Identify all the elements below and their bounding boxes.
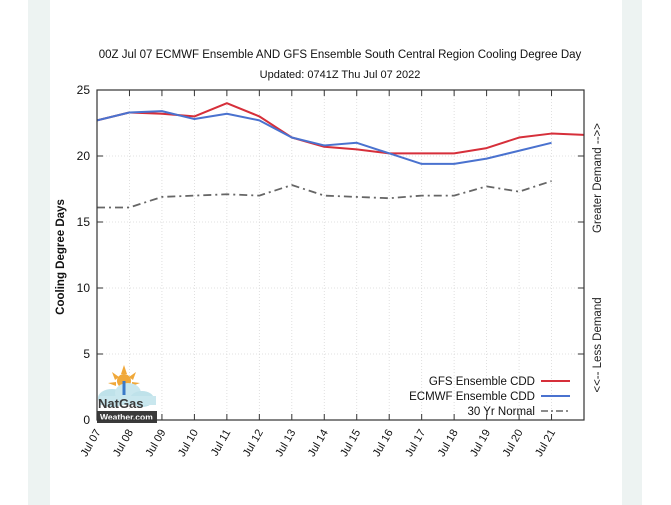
x-tick-label: Jul 18: [436, 428, 461, 459]
legend-label-ecmwf: ECMWF Ensemble CDD: [409, 391, 535, 403]
legend-label-gfs: GFS Ensemble CDD: [429, 376, 535, 388]
x-tick-label: Jul 14: [306, 428, 331, 459]
x-tick-label: Jul 12: [241, 428, 266, 459]
page-side-strip-left: [28, 0, 50, 505]
y-tick-label: 25: [77, 83, 91, 97]
x-tick-label: Jul 10: [176, 428, 201, 459]
x-tick-label: Jul 17: [403, 428, 428, 459]
y-axis-label: Cooling Degree Days: [55, 199, 67, 315]
legend-label-normal: 30 Yr Normal: [467, 406, 535, 418]
natgasweather-logo: NatGas Weather.com: [97, 365, 157, 423]
x-tick-label: Jul 11: [209, 428, 234, 459]
legend-item-normal: 30 Yr Normal: [467, 406, 570, 418]
ecmwf-series-line: [96, 110, 552, 165]
gfs-series-line: [96, 102, 585, 155]
x-tick-labels: Jul 07 Jul 08 Jul 09 Jul 10 Jul 11 Jul 12 Jul …: [79, 428, 559, 459]
x-tick-label: Jul 13: [273, 428, 298, 459]
legend-item-ecmwf: ECMWF Ensemble CDD: [409, 391, 570, 403]
x-tick-label: Jul 07: [79, 428, 104, 459]
legend-item-gfs: GFS Ensemble CDD: [429, 376, 570, 388]
series-layer: [96, 102, 585, 209]
x-tick-label: Jul 21: [533, 428, 558, 459]
flame-icon: [122, 381, 126, 395]
chart-title: 00Z Jul 07 ECMWF Ensemble AND GFS Ensemb…: [99, 49, 582, 61]
legend: GFS Ensemble CDD ECMWF Ensemble CDD 30 Y…: [409, 376, 570, 418]
x-tick-label: Jul 20: [501, 428, 526, 459]
y-tick-label: 10: [77, 281, 91, 295]
cloud-icon: [98, 383, 156, 407]
y-tick-label: 20: [77, 149, 91, 163]
normal-series-line: [97, 180, 552, 209]
chart-subtitle: Updated: 0741Z Thu Jul 07 2022: [260, 69, 421, 81]
y-tick-label: 0: [83, 413, 90, 427]
plot-frame: [96, 89, 585, 421]
logo-domain-text: Weather.com: [100, 412, 153, 422]
x-tick-label: Jul 09: [143, 428, 168, 459]
x-tick-label: Jul 19: [468, 428, 493, 459]
y-tick-labels: 0 5 10 15 20 25: [77, 83, 91, 427]
logo-natgas-text: NatGas: [98, 396, 144, 411]
y-tick-label: 5: [83, 347, 90, 361]
x-tick-label: Jul 16: [371, 428, 396, 459]
y-tick-label: 15: [77, 215, 91, 229]
grid-lines: [97, 90, 584, 420]
page-side-strip-right: [622, 0, 642, 505]
greater-demand-label: Greater Demand -->>: [592, 123, 604, 233]
x-tick-label: Jul 08: [111, 428, 136, 459]
x-tick-label: Jul 15: [338, 428, 363, 459]
less-demand-label: <<-- Less Demand: [592, 297, 604, 392]
